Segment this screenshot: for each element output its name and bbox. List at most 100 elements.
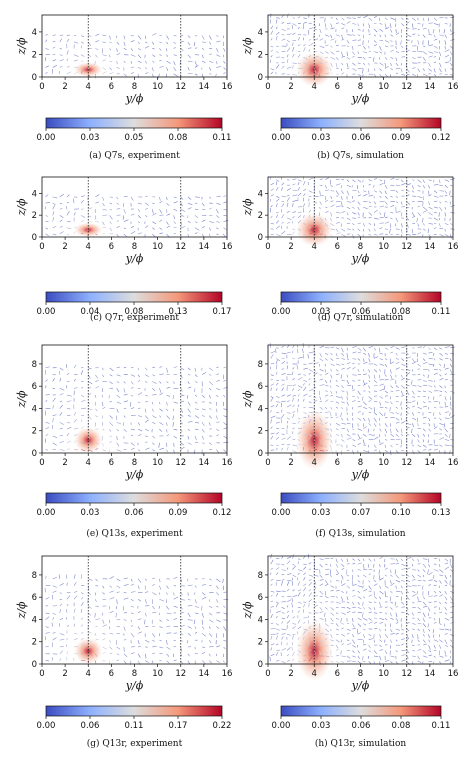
vector-arrow	[51, 622, 53, 627]
vector-arrow	[390, 379, 395, 381]
vector-arrow	[52, 217, 54, 222]
vector-arrow	[401, 580, 405, 582]
vector-arrow	[173, 605, 178, 608]
vector-arrow	[443, 423, 446, 428]
vector-arrow	[417, 558, 419, 562]
vector-arrow	[308, 232, 313, 235]
vector-arrow	[335, 183, 341, 186]
vector-arrow	[59, 583, 64, 586]
vector-arrow	[166, 592, 168, 595]
vector-arrow	[368, 406, 373, 410]
colorbar: 0.00 0.03 0.06 0.09 0.12	[272, 117, 450, 143]
vector-arrow	[130, 434, 134, 437]
vector-arrow	[275, 359, 278, 364]
vector-arrow	[297, 44, 301, 47]
vector-arrow	[422, 234, 424, 237]
vector-arrow	[95, 578, 98, 582]
vector-arrow	[363, 648, 367, 651]
vector-arrow	[193, 619, 196, 625]
vector-arrow	[341, 352, 345, 357]
vector-arrow	[52, 59, 57, 62]
plot-frame	[41, 14, 228, 78]
vector-arrow	[357, 23, 359, 27]
vector-arrow	[324, 394, 329, 397]
vector-arrow	[66, 34, 71, 36]
vector-arrow	[439, 437, 444, 440]
vector-arrow	[319, 428, 323, 433]
vector-arrow	[159, 646, 164, 649]
vector-arrow	[406, 356, 411, 359]
vector-arrow	[379, 227, 383, 230]
vector-arrow	[341, 401, 345, 404]
vector-arrow	[384, 190, 387, 195]
vector-arrow	[159, 41, 162, 44]
colorbar-tick-label: 0.08	[125, 307, 144, 317]
vector-arrow	[303, 223, 306, 225]
vector-arrow	[194, 65, 199, 68]
vector-arrow	[325, 596, 329, 599]
vector-arrow	[102, 208, 107, 211]
vector-arrow	[384, 363, 388, 368]
vector-arrow	[209, 53, 212, 55]
vector-arrow	[390, 607, 393, 610]
vector-arrow	[422, 358, 426, 361]
vector-arrow	[216, 35, 219, 37]
vector-arrow	[395, 421, 400, 424]
vector-arrow	[292, 32, 296, 35]
vector-field	[269, 553, 455, 666]
vector-arrow	[88, 387, 92, 389]
plot-frame	[41, 176, 228, 238]
vector-arrow	[319, 62, 323, 64]
vector-arrow	[270, 37, 273, 41]
vector-arrow	[223, 67, 227, 70]
vector-arrow	[308, 636, 313, 640]
vector-arrow	[166, 449, 168, 453]
vector-arrow	[80, 199, 84, 204]
vector-arrow	[379, 585, 382, 589]
vector-arrow	[346, 632, 350, 635]
x-tick-label: 6	[109, 669, 114, 679]
vector-arrow	[308, 435, 311, 440]
vector-arrow	[411, 380, 413, 385]
vector-arrow	[428, 369, 430, 372]
vector-arrow	[356, 628, 359, 634]
vector-arrow	[383, 179, 386, 185]
vector-arrow	[166, 401, 168, 406]
vector-arrow	[335, 178, 340, 181]
vector-arrow	[325, 428, 330, 430]
vector-arrow	[324, 444, 327, 449]
vector-arrow	[444, 433, 448, 438]
vector-arrow	[308, 657, 313, 662]
vector-arrow	[352, 650, 355, 654]
vector-arrow	[80, 69, 84, 74]
vector-arrow	[276, 401, 281, 403]
vector-arrow	[73, 364, 77, 369]
colorbar-tick-label: 0.00	[37, 307, 56, 317]
vector-arrow	[303, 628, 308, 631]
vector-arrow	[270, 432, 275, 435]
vector-arrow	[297, 356, 303, 359]
vector-arrow	[297, 187, 300, 191]
vector-arrow	[401, 358, 405, 361]
vector-arrow	[95, 646, 99, 650]
vector-arrow	[102, 652, 106, 655]
vector-arrow	[270, 45, 274, 48]
vector-arrow	[166, 213, 171, 216]
vector-arrow	[286, 647, 291, 651]
vector-arrow	[270, 383, 275, 386]
vector-arrow	[194, 408, 199, 411]
vector-arrow	[444, 54, 450, 58]
vector-arrow	[187, 386, 192, 389]
vector-arrow	[335, 433, 340, 437]
vector-arrow	[395, 361, 400, 365]
vector-arrow	[439, 390, 443, 393]
vector-arrow	[395, 562, 399, 565]
vector-arrow	[379, 388, 385, 392]
vector-arrow	[395, 195, 399, 198]
vector-arrow	[395, 428, 399, 433]
vector-arrow	[292, 62, 298, 64]
vector-arrow	[109, 35, 111, 40]
vector-arrow	[373, 436, 379, 440]
vector-arrow	[335, 661, 340, 663]
vector-arrow	[412, 628, 415, 631]
